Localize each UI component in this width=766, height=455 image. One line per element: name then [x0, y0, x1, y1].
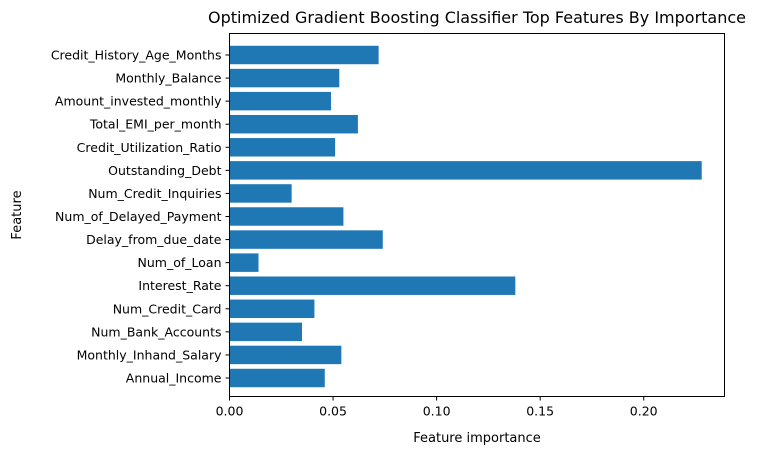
x-tick-label: 0.10: [423, 404, 451, 419]
chart-title: Optimized Gradient Boosting Classifier T…: [208, 8, 746, 27]
x-tick-label: 0.15: [526, 404, 554, 419]
y-tick-label: Credit_History_Age_Months: [51, 48, 222, 63]
x-tick-label: 0.00: [216, 404, 244, 419]
bar: [229, 230, 383, 249]
bar: [229, 114, 358, 134]
bar: [229, 276, 516, 295]
y-axis-ticks: Annual_Income Monthly_Inhand_Salary Num_Ba…: [51, 48, 230, 386]
y-tick-label: Num_of_Loan: [138, 255, 222, 270]
y-tick-label: Annual_Income: [126, 371, 222, 386]
bar: [229, 68, 340, 88]
x-axis-ticks: 0.00 0.05 0.10 0.15 0.20: [216, 396, 658, 419]
bar: [229, 138, 336, 157]
y-tick-label: Num_Credit_Card: [113, 301, 222, 316]
x-tick-label: 0.20: [630, 404, 658, 419]
bars-group: [229, 45, 702, 388]
bar: [229, 322, 302, 342]
bar: [229, 345, 342, 365]
y-tick-label: Monthly_Inhand_Salary: [77, 347, 222, 362]
y-tick-label: Delay_from_due_date: [86, 232, 222, 247]
y-tick-label: Credit_Utilization_Ratio: [77, 140, 222, 155]
bar: [229, 91, 331, 111]
plot-frame: [229, 33, 725, 397]
bar: [229, 299, 315, 319]
y-tick-label: Num_of_Delayed_Payment: [55, 209, 222, 224]
x-tick-label: 0.05: [319, 404, 347, 419]
y-tick-label: Monthly_Balance: [115, 71, 221, 86]
y-tick-label: Num_Bank_Accounts: [91, 324, 221, 339]
bar: [229, 207, 344, 226]
bar: [229, 45, 379, 65]
y-tick-label: Num_Credit_Inquiries: [88, 186, 221, 201]
bar: [229, 253, 259, 272]
x-axis-label: Feature importance: [413, 431, 541, 446]
y-tick-label: Outstanding_Debt: [108, 163, 221, 178]
bar: [229, 161, 702, 180]
bar: [229, 368, 325, 388]
y-axis-label: Feature: [10, 190, 25, 239]
bar: [229, 184, 292, 203]
y-tick-label: Total_EMI_per_month: [89, 117, 222, 132]
y-tick-label: Amount_invested_monthly: [55, 94, 222, 109]
y-tick-label: Interest_Rate: [138, 278, 221, 293]
